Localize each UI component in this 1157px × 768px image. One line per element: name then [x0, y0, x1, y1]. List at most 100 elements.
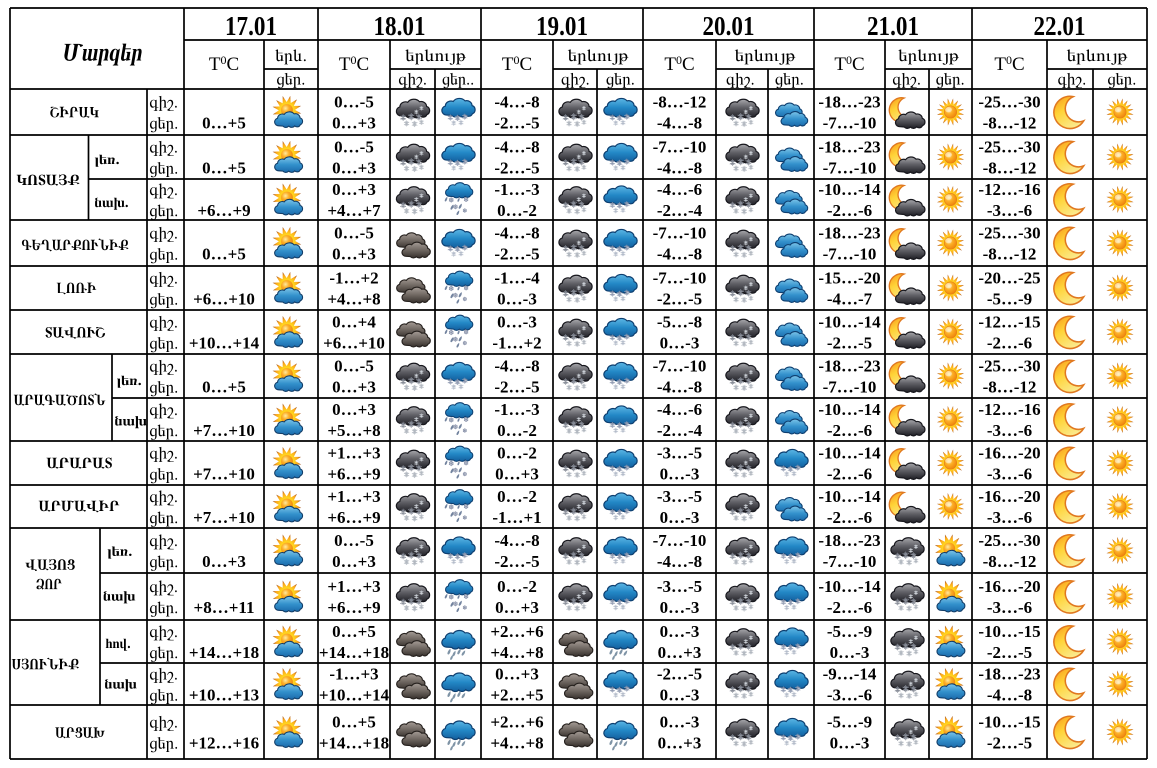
svg-text:+2…+6: +2…+6: [490, 713, 543, 732]
svg-text:-7…-10: -7…-10: [823, 245, 877, 264]
svg-text:-12…-16: -12…-16: [978, 180, 1040, 199]
svg-text:0…-2: 0…-2: [497, 201, 537, 220]
svg-text:-2…-6: -2…-6: [827, 201, 872, 220]
svg-text:-3…-5: -3…-5: [657, 577, 702, 596]
svg-text:0…+5: 0…+5: [202, 159, 246, 178]
svg-text:0…+3: 0…+3: [202, 552, 246, 571]
svg-text:-1…-4: -1…-4: [494, 269, 540, 288]
svg-text:+10…+13: +10…+13: [189, 686, 259, 705]
svg-text:-8…-12: -8…-12: [983, 552, 1037, 571]
svg-text:0…-5: 0…-5: [334, 138, 374, 157]
svg-text:+10…+14: +10…+14: [189, 334, 260, 353]
svg-text:17.01: 17.01: [225, 11, 277, 41]
svg-text:0…-3: 0…-3: [497, 313, 537, 332]
svg-text:-2…-5: -2…-5: [494, 378, 539, 397]
svg-text:-4…-8: -4…-8: [987, 686, 1032, 705]
svg-text:-18…-23: -18…-23: [818, 93, 880, 112]
svg-text:-1…+3: -1…+3: [329, 665, 378, 684]
svg-text:-2…-5: -2…-5: [657, 290, 702, 309]
svg-text:-4…-8: -4…-8: [494, 93, 539, 112]
svg-text:-3…-6: -3…-6: [987, 508, 1032, 527]
svg-text:-4…-8: -4…-8: [657, 245, 702, 264]
svg-text:-4…-8: -4…-8: [494, 531, 539, 550]
svg-text:-18…-23: -18…-23: [978, 665, 1040, 684]
svg-text:-4…-8: -4…-8: [494, 138, 539, 157]
svg-text:+6…+9: +6…+9: [327, 598, 380, 617]
svg-text:-2…-6: -2…-6: [827, 508, 872, 527]
svg-text:0…+3: 0…+3: [332, 378, 376, 397]
svg-text:-1…+1: -1…+1: [492, 508, 541, 527]
svg-text:0…-5: 0…-5: [334, 93, 374, 112]
svg-text:+7…+10: +7…+10: [193, 508, 255, 527]
svg-text:-15…-20: -15…-20: [818, 269, 880, 288]
svg-text:-3…-6: -3…-6: [987, 201, 1032, 220]
svg-text:+4…+7: +4…+7: [327, 201, 381, 220]
svg-text:-5…-9: -5…-9: [827, 713, 872, 732]
svg-text:+12…+16: +12…+16: [189, 734, 259, 753]
svg-text:-4…-8: -4…-8: [494, 357, 539, 376]
svg-text:T0C: T0C: [834, 53, 864, 75]
svg-text:+1…+3: +1…+3: [327, 577, 380, 596]
svg-text:-12…-15: -12…-15: [978, 313, 1040, 332]
svg-text:-2…-6: -2…-6: [987, 334, 1032, 353]
svg-text:-8…-12: -8…-12: [983, 378, 1037, 397]
svg-text:+2…+6: +2…+6: [490, 622, 543, 641]
svg-text:T0C: T0C: [664, 53, 694, 75]
svg-text:19.01: 19.01: [536, 11, 588, 41]
svg-text:18.01: 18.01: [374, 11, 426, 41]
svg-text:-4…-8: -4…-8: [657, 552, 702, 571]
svg-text:22.01: 22.01: [1034, 11, 1086, 41]
svg-text:-10…-14: -10…-14: [818, 444, 881, 463]
svg-text:0…-2: 0…-2: [497, 444, 537, 463]
svg-text:+6…+9: +6…+9: [327, 465, 380, 484]
svg-text:0…+3: 0…+3: [332, 180, 376, 199]
svg-text:0…+5: 0…+5: [202, 378, 246, 397]
svg-text:-2…-5: -2…-5: [494, 114, 539, 133]
svg-text:+5…+8: +5…+8: [327, 421, 380, 440]
svg-text:-25…-30: -25…-30: [978, 357, 1040, 376]
svg-text:-2…-5: -2…-5: [494, 159, 539, 178]
svg-text:-4…-6: -4…-6: [657, 400, 702, 419]
svg-text:-4…-6: -4…-6: [657, 180, 702, 199]
svg-text:-2…-5: -2…-5: [987, 734, 1032, 753]
svg-text:-7…-10: -7…-10: [653, 357, 707, 376]
svg-text:-3…-6: -3…-6: [987, 465, 1032, 484]
svg-text:-2…-5: -2…-5: [494, 245, 539, 264]
svg-text:-7…-10: -7…-10: [823, 114, 877, 133]
svg-text:-2…-4: -2…-4: [657, 201, 703, 220]
svg-text:0…+3: 0…+3: [495, 465, 539, 484]
svg-text:-10…-15: -10…-15: [978, 622, 1040, 641]
svg-text:-8…-12: -8…-12: [983, 159, 1037, 178]
svg-text:0…-2: 0…-2: [497, 487, 537, 506]
svg-text:-18…-23: -18…-23: [818, 357, 880, 376]
svg-text:-25…-30: -25…-30: [978, 138, 1040, 157]
svg-text:0…-5: 0…-5: [334, 224, 374, 243]
svg-text:-8…-12: -8…-12: [983, 114, 1037, 133]
svg-text:T0C: T0C: [209, 53, 239, 75]
svg-text:-2…-5: -2…-5: [987, 643, 1032, 662]
svg-text:-1…-3: -1…-3: [494, 400, 539, 419]
svg-text:-10…-14: -10…-14: [818, 577, 881, 596]
svg-text:-3…-5: -3…-5: [657, 487, 702, 506]
svg-text:+8…+11: +8…+11: [194, 598, 255, 617]
svg-text:-3…-6: -3…-6: [987, 598, 1032, 617]
svg-text:0…+3: 0…+3: [332, 400, 376, 419]
svg-text:0…+3: 0…+3: [332, 159, 376, 178]
svg-text:0…+3: 0…+3: [658, 643, 702, 662]
svg-text:+14…+18: +14…+18: [319, 734, 389, 753]
svg-text:-25…-30: -25…-30: [978, 224, 1040, 243]
svg-text:0…+3: 0…+3: [332, 245, 376, 264]
svg-text:-18…-23: -18…-23: [818, 138, 880, 157]
svg-text:0…-3: 0…-3: [660, 622, 700, 641]
svg-text:0…-5: 0…-5: [334, 357, 374, 376]
svg-text:T0C: T0C: [502, 53, 532, 75]
svg-text:-8…-12: -8…-12: [653, 93, 707, 112]
svg-text:-10…-14: -10…-14: [818, 313, 881, 332]
svg-text:-2…-6: -2…-6: [827, 598, 872, 617]
svg-text:+6…+9: +6…+9: [197, 201, 250, 220]
svg-text:0…+5: 0…+5: [202, 245, 246, 264]
svg-text:+14…+18: +14…+18: [319, 643, 389, 662]
svg-text:20.01: 20.01: [703, 11, 755, 41]
svg-text:0…+3: 0…+3: [658, 734, 702, 753]
svg-text:0…-3: 0…-3: [830, 734, 870, 753]
